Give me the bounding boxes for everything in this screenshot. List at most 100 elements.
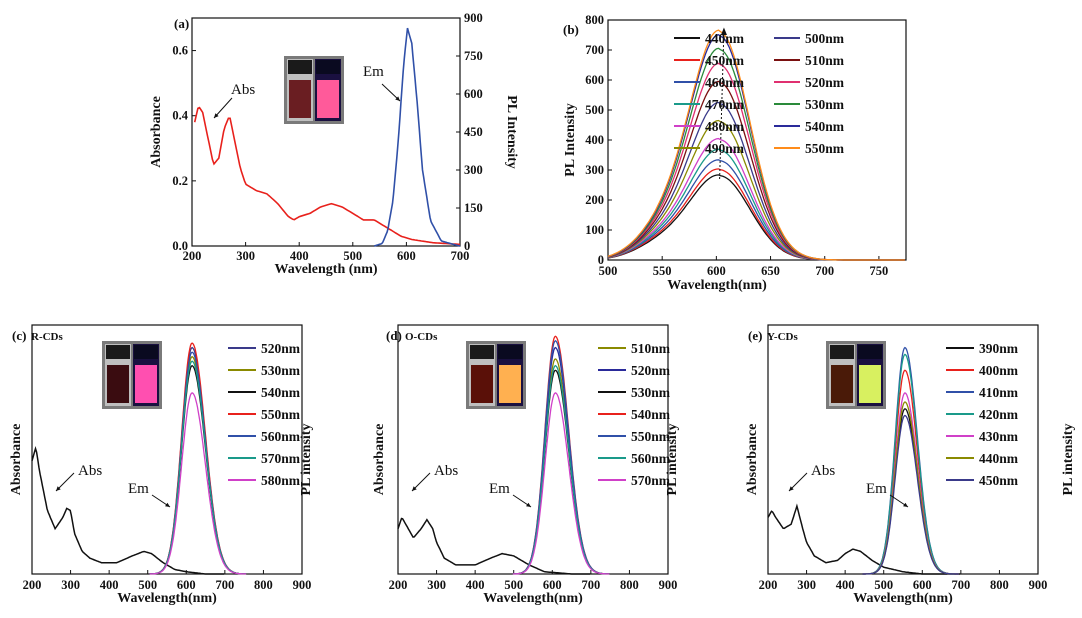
- sample-label: R-CDs: [31, 331, 63, 343]
- sample-label: Y-CDs: [767, 331, 798, 343]
- panel-a: 200 300 400 500 600 700 0.0 0.2 0.4 0.6 0 150 300 450…: [149, 11, 519, 277]
- abs-annotation: Abs: [231, 82, 255, 98]
- vial-liquid-daylight: [831, 365, 853, 403]
- series-line-570nm: [149, 360, 247, 575]
- series-line-530nm: [512, 369, 610, 575]
- y-tick-label: 700: [585, 43, 604, 57]
- vial-cap: [106, 345, 130, 359]
- abs-arrow-head: [412, 486, 417, 491]
- legend-label: 440nm: [979, 451, 1019, 466]
- x-axis-label: Wavelength(nm): [117, 591, 217, 606]
- legend-label: 460nm: [705, 75, 745, 90]
- y2-tick-label: 150: [464, 201, 483, 215]
- em-annotation: Em: [128, 481, 149, 497]
- y-tick-label: 600: [585, 73, 604, 87]
- legend-label: 560nm: [631, 451, 671, 466]
- legend-label: 520nm: [261, 341, 301, 356]
- x-tick-label: 200: [759, 578, 778, 592]
- vial-cap-uv: [316, 60, 340, 74]
- legend-label: 550nm: [261, 407, 301, 422]
- x-tick-label: 500: [138, 578, 157, 592]
- plot-frame: [767, 324, 1039, 575]
- panel-b: 500 550 600 650 700 750 0 100 200 300 400 500 600 700…: [563, 13, 907, 293]
- x-tick-label: 500: [343, 249, 362, 263]
- y2-axis-label: PL intensity: [665, 424, 680, 496]
- legend-label: 430nm: [979, 429, 1019, 444]
- x-tick-label: 600: [913, 578, 932, 592]
- legend-label: 470nm: [705, 97, 745, 112]
- vial-cap: [470, 345, 494, 359]
- abs-curve: [193, 106, 461, 246]
- x-tick-label: 400: [836, 578, 855, 592]
- legend-label: 400nm: [979, 363, 1019, 378]
- abs-arrow-head: [56, 486, 61, 491]
- x-tick-label: 200: [23, 578, 42, 592]
- x-tick-label: 500: [874, 578, 893, 592]
- series-line-580nm: [149, 392, 247, 575]
- x-tick-label: 400: [290, 249, 309, 263]
- panel-c: 200 300 400 500 600 700 800 900 Wavelength(nm) Ab…: [9, 324, 314, 606]
- x-tick-label: 750: [870, 264, 889, 278]
- series-line-530nm: [149, 355, 247, 575]
- x-tick-label: 600: [543, 578, 562, 592]
- plot-frame: [397, 324, 669, 575]
- y-axis-label: PL Intensity: [563, 103, 578, 177]
- y-tick-label: 0.4: [172, 109, 188, 123]
- series-line-540nm: [149, 364, 247, 575]
- panel-d: 200 300 400 500 600 700 800 900 Wavelength(nm) Ab…: [372, 324, 680, 606]
- em-annotation: Em: [363, 64, 384, 80]
- y2-axis-label: PL intensity: [1061, 424, 1076, 496]
- legend-label: 540nm: [261, 385, 301, 400]
- vial-liquid-uv: [317, 80, 339, 118]
- legend-label: 540nm: [805, 119, 845, 134]
- legend-label: 510nm: [805, 53, 845, 68]
- plot-frame: [31, 324, 303, 575]
- legend-label: 500nm: [805, 31, 845, 46]
- y2-tick-label: 750: [464, 49, 483, 63]
- x-tick-label: 700: [815, 264, 834, 278]
- y-tick-label: 300: [585, 163, 604, 177]
- vial-cap-uv: [134, 345, 158, 359]
- legend-label: 530nm: [261, 363, 301, 378]
- legend-label: 570nm: [631, 473, 671, 488]
- vial-liquid-uv: [859, 365, 881, 403]
- x-tick-label: 300: [797, 578, 816, 592]
- y-axis-label: Absorbance: [745, 424, 760, 496]
- legend-label: 440nm: [705, 31, 745, 46]
- legend-label: 410nm: [979, 385, 1019, 400]
- series-line-570nm: [512, 392, 610, 575]
- vial-liquid-uv: [135, 365, 157, 403]
- vial-cap-uv: [858, 345, 882, 359]
- vial-liquid-daylight: [289, 80, 311, 118]
- y-tick-label: 100: [585, 223, 604, 237]
- y2-tick-label: 900: [464, 11, 483, 25]
- legend-label: 520nm: [631, 363, 671, 378]
- vial-cap: [830, 345, 854, 359]
- abs-annotation: Abs: [78, 463, 102, 479]
- em-arrow-head: [395, 96, 400, 101]
- vial-liquid-daylight: [471, 365, 493, 403]
- x-tick-label: 650: [761, 264, 780, 278]
- legend-label: 550nm: [805, 141, 845, 156]
- y-axis-label: Absorbance: [372, 424, 387, 496]
- em-curve: [373, 27, 461, 247]
- panel-label: (b): [563, 22, 579, 37]
- y2-tick-label: 600: [464, 87, 483, 101]
- x-tick-label: 600: [707, 264, 726, 278]
- x-tick-label: 700: [951, 578, 970, 592]
- y-tick-label: 0: [598, 253, 604, 267]
- y-tick-label: 0.6: [172, 44, 188, 58]
- y2-axis-label: PL intensity: [299, 424, 314, 496]
- x-tick-label: 200: [389, 578, 408, 592]
- sample-label: O-CDs: [405, 331, 438, 343]
- legend-label: 570nm: [261, 451, 301, 466]
- series-line-450nm: [862, 414, 959, 575]
- y2-tick-label: 0: [464, 239, 470, 253]
- y-tick-label: 800: [585, 13, 604, 27]
- legend-label: 550nm: [631, 429, 671, 444]
- x-axis-label: Wavelength(nm): [667, 278, 767, 293]
- legend-label: 450nm: [979, 473, 1019, 488]
- x-axis-label: Wavelength(nm): [853, 591, 953, 606]
- legend-label: 480nm: [705, 119, 745, 134]
- x-tick-label: 800: [254, 578, 273, 592]
